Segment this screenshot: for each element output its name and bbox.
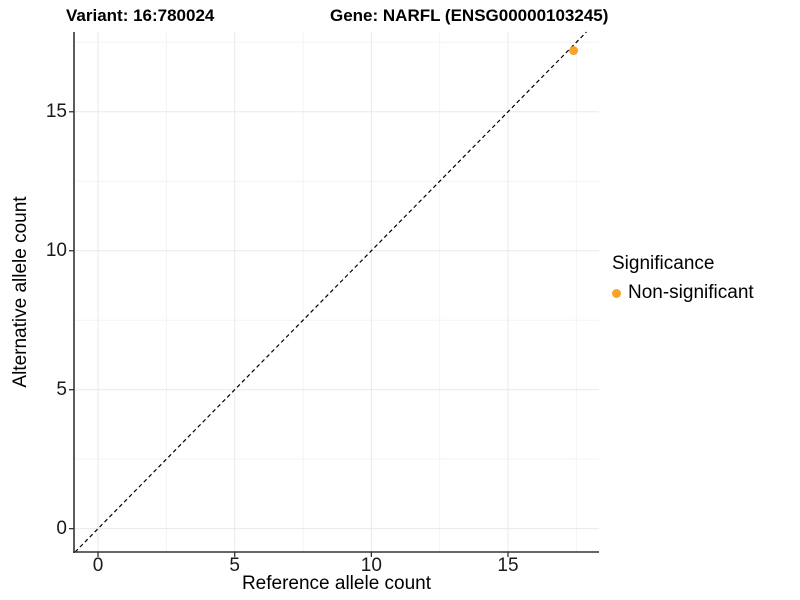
y-axis-label: Alternative allele count: [10, 196, 31, 388]
legend-item: Non-significant: [612, 282, 754, 304]
plot-title-gene: Gene: NARFL (ENSG00000103245): [330, 6, 609, 25]
x-tick-label: 0: [92, 555, 104, 576]
data-point: [569, 46, 579, 56]
y-tick-label: 5: [56, 378, 67, 400]
legend-item-label: Non-significant: [628, 282, 754, 303]
legend-items: Non-significant: [612, 282, 754, 304]
y-tick-label: 10: [45, 239, 67, 261]
y-tick-label: 15: [45, 100, 67, 122]
x-tick-label: 5: [229, 555, 240, 576]
y-tick-label: 0: [56, 517, 67, 539]
x-axis-label: Reference allele count: [241, 573, 432, 594]
identity-dashed-line: [74, 31, 587, 553]
plot-title-variant: Variant: 16:780024: [66, 6, 215, 25]
legend-title: Significance: [612, 253, 715, 274]
legend-dot-icon: [612, 288, 621, 298]
legend: Significance Non-significant: [612, 253, 754, 304]
x-tick-label: 15: [497, 555, 519, 576]
x-tick-label: 10: [360, 555, 382, 576]
